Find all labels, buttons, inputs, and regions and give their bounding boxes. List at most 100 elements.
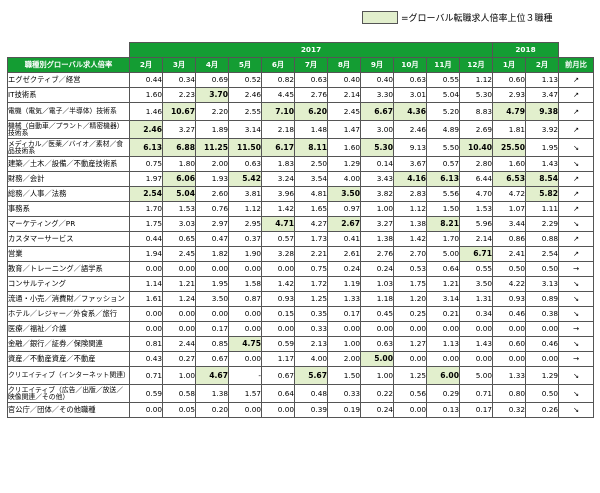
month-header: 1月	[492, 57, 526, 73]
table-row: 総務／人事／法務 2.54 5.04 2.60 3.81 3.96 4.81 3.50 3.82…	[7, 186, 594, 202]
job-category-cell: 官公庁／団体／その他職種	[7, 402, 130, 418]
table-row: 流通・小売／消費財／ファッション 1.61 1.24 3.50 0.87 0.93 1.25…	[7, 291, 594, 307]
ratio-cell: 6.53	[492, 171, 526, 187]
ratio-cell: 0.97	[327, 201, 361, 217]
job-category-cell: コンサルティング	[7, 276, 130, 292]
ratio-cell: 0.25	[393, 306, 427, 322]
trend-arrow-icon: →	[558, 261, 594, 277]
job-category-cell: クリエイティブ（広告／出版／放送／映像関連／その他）	[7, 384, 130, 403]
ratio-cell: 0.33	[327, 384, 361, 403]
ratio-cell: 0.17	[459, 402, 493, 418]
job-category-cell: 財務／会計	[7, 171, 130, 187]
ratio-cell: 2.46	[393, 120, 427, 139]
ratio-cell: 10.40	[459, 138, 493, 157]
ratio-cell: 0.56	[393, 384, 427, 403]
job-category-cell: 営業	[7, 246, 130, 262]
ratio-cell: 1.07	[492, 201, 526, 217]
category-header: 職種別グローバル求人倍率	[7, 57, 130, 73]
ratio-cell: 1.47	[327, 120, 361, 139]
ratio-cell: 8.21	[426, 216, 460, 232]
ratio-cell: 1.83	[261, 156, 295, 172]
ratio-cell: 0.47	[195, 231, 229, 247]
ratio-cell: 4.70	[459, 186, 493, 202]
ratio-cell: 0.45	[360, 306, 394, 322]
year-blank-right	[558, 42, 594, 58]
ratio-cell: 0.75	[294, 261, 328, 277]
ratio-cell: 0.89	[525, 291, 559, 307]
job-category-cell: 機械（自動車／プラント／精密機器）技術系	[7, 120, 130, 139]
ratio-cell: 0.00	[459, 351, 493, 367]
ratio-cell: 2.55	[228, 102, 262, 121]
table-row: クリエイティブ（インターネット関連） 0.71 1.00 4.67-0.67 5.67 1…	[7, 366, 594, 385]
ratio-cell: 1.00	[162, 366, 196, 385]
ratio-cell: 1.75	[393, 276, 427, 292]
table-row: エグゼクティブ／経営 0.44 0.34 0.69 0.52 0.82 0.63 0.40 0.…	[7, 72, 594, 88]
job-category-cell: 電機（電気／電子／半導体）技術系	[7, 102, 130, 121]
ratio-cell: 3.47	[525, 87, 559, 103]
ratio-cell: 3.67	[393, 156, 427, 172]
trend-arrow-icon: ↘	[558, 306, 594, 322]
ratio-cell: 1.20	[393, 291, 427, 307]
ratio-cell: 2.61	[327, 246, 361, 262]
table-row: 教育／トレーニング／語学系 0.00 0.00 0.00 0.00 0.00 0.75 0.2…	[7, 261, 594, 277]
table-row: 建築／土木／設備／不動産技術系 0.75 1.80 2.00 0.63 1.83 2.50 1…	[7, 156, 594, 172]
month-header: 12月	[459, 57, 493, 73]
ratio-cell: 1.13	[426, 336, 460, 352]
trend-arrow-icon: ↘	[558, 366, 594, 385]
ratio-cell: 0.86	[492, 231, 526, 247]
ratio-cell: 1.21	[162, 276, 196, 292]
ratio-cell: 1.00	[360, 201, 394, 217]
ratio-cell: 0.64	[426, 261, 460, 277]
ratio-cell: 2.14	[327, 87, 361, 103]
ratio-cell: 8.83	[459, 102, 493, 121]
ratio-cell: 0.63	[393, 72, 427, 88]
trend-arrow-icon: ↗	[558, 246, 594, 262]
job-category-cell: IT技術系	[7, 87, 130, 103]
ratio-cell: 3.01	[393, 87, 427, 103]
ratio-cell: 0.00	[327, 321, 361, 337]
ratio-cell: 0.71	[129, 366, 163, 385]
ratio-cell: 2.50	[294, 156, 328, 172]
ratio-cell: 6.17	[261, 138, 295, 157]
ratio-cell: 0.24	[360, 402, 394, 418]
ratio-cell: 4.71	[261, 216, 295, 232]
ratio-cell: 1.42	[261, 201, 295, 217]
job-openings-ratio-table: 2017 2018 職種別グローバル求人倍率 2月 3月 4月 5月 6月 7月 8月 9月 1…	[7, 42, 594, 418]
ratio-cell: 1.43	[459, 336, 493, 352]
ratio-cell: 2.80	[459, 156, 493, 172]
ratio-cell: 4.81	[294, 186, 328, 202]
ratio-cell: 5.67	[294, 366, 328, 385]
ratio-cell: 1.33	[327, 291, 361, 307]
ratio-cell: 1.82	[195, 246, 229, 262]
ratio-cell: 0.40	[360, 72, 394, 88]
ratio-cell: 2.44	[162, 336, 196, 352]
ratio-cell: 6.67	[360, 102, 394, 121]
ratio-cell: 0.20	[195, 402, 229, 418]
month-header: 2月	[129, 57, 163, 73]
ratio-cell: 3.50	[459, 276, 493, 292]
ratio-cell: 3.00	[360, 120, 394, 139]
ratio-cell: 0.33	[294, 321, 328, 337]
ratio-cell: 0.44	[129, 72, 163, 88]
ratio-cell: 0.14	[360, 156, 394, 172]
ratio-cell: 9.38	[525, 102, 559, 121]
ratio-cell: 7.10	[261, 102, 295, 121]
trend-arrow-icon: ↗	[558, 186, 594, 202]
job-category-cell: ホテル／レジャー／外食系／旅行	[7, 306, 130, 322]
ratio-cell: 0.57	[426, 156, 460, 172]
ratio-cell: -	[228, 366, 262, 385]
ratio-cell: 1.29	[327, 156, 361, 172]
ratio-cell: 2.45	[162, 246, 196, 262]
ratio-cell: 3.50	[327, 186, 361, 202]
ratio-cell: 0.38	[525, 306, 559, 322]
ratio-cell: 2.23	[162, 87, 196, 103]
table-row: 資産／不動産資産／不動産 0.43 0.27 0.67 0.00 1.17 4.00 2.00…	[7, 351, 594, 367]
ratio-cell: 0.35	[294, 306, 328, 322]
ratio-cell: 4.72	[492, 186, 526, 202]
ratio-cell: 0.00	[195, 261, 229, 277]
ratio-cell: 3.14	[426, 291, 460, 307]
month-header: 5月	[228, 57, 262, 73]
ratio-cell: 1.31	[459, 291, 493, 307]
ratio-cell: 11.50	[228, 138, 262, 157]
trend-arrow-icon: ↗	[558, 171, 594, 187]
